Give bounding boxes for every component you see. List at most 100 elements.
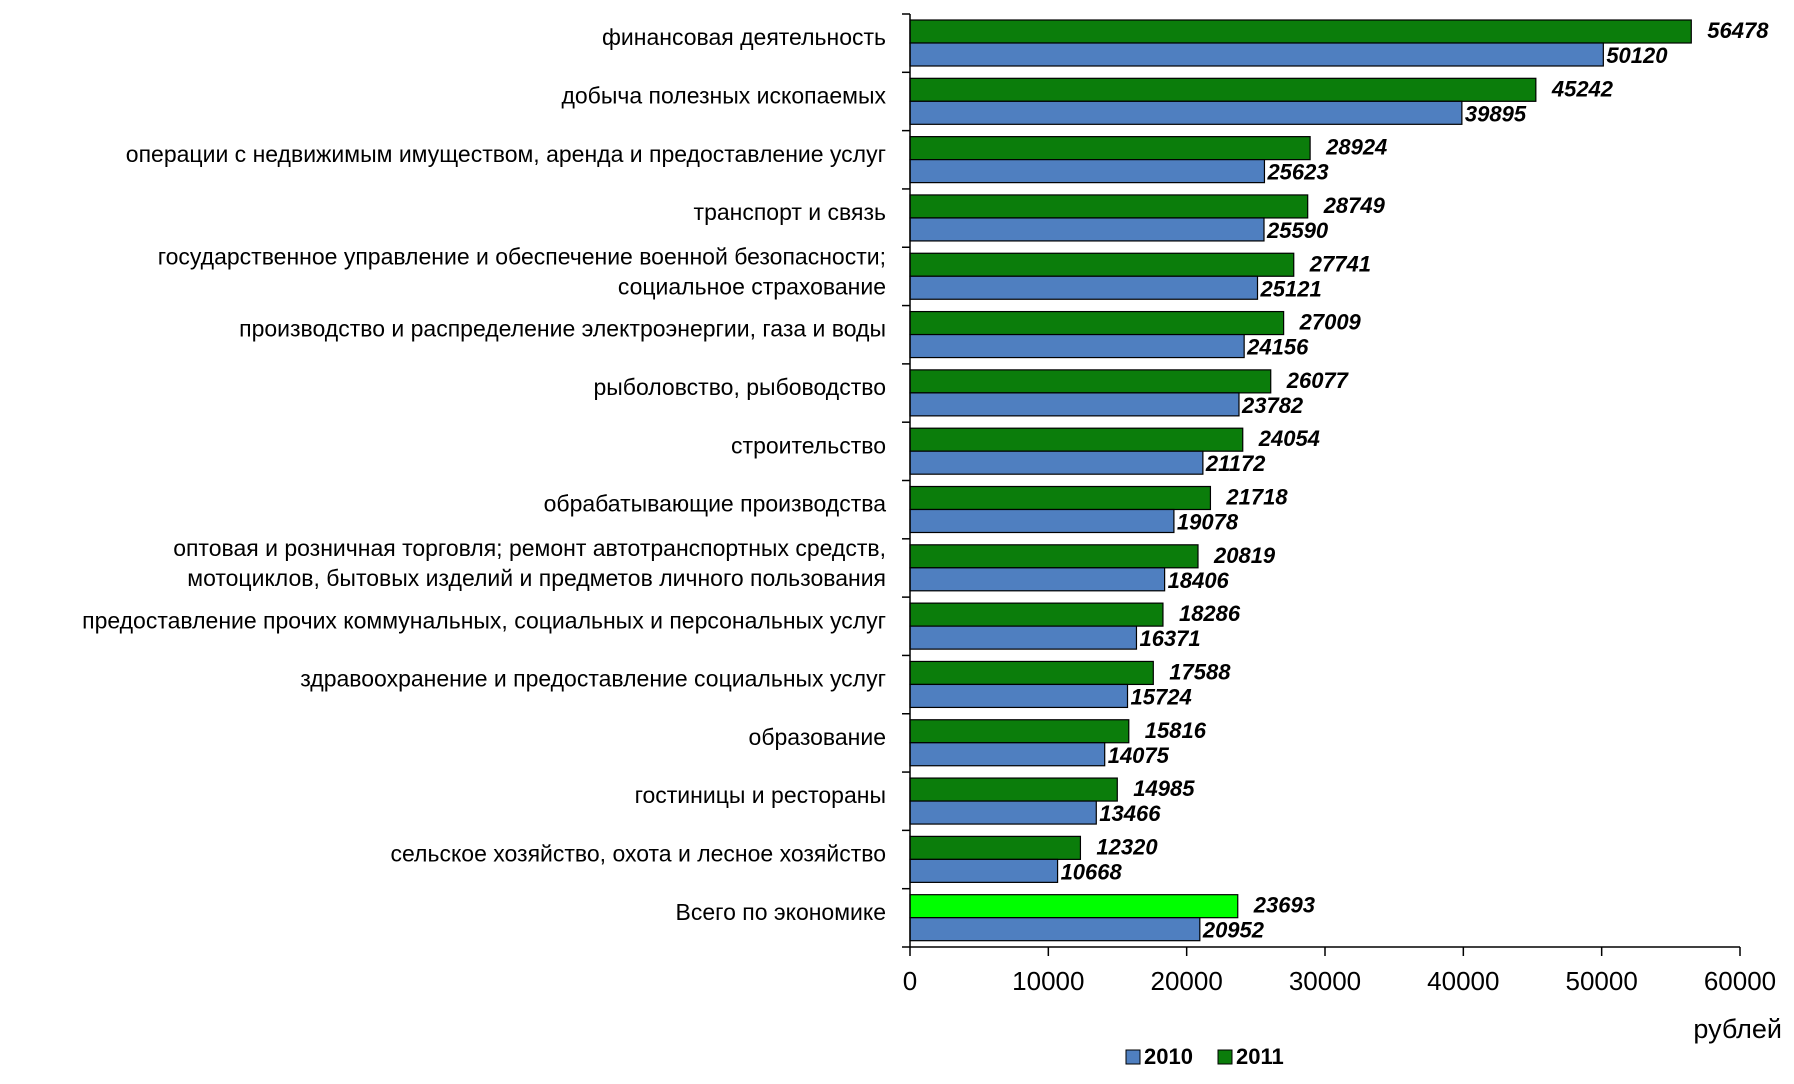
category-label: операции с недвижимым имуществом, аренда…	[126, 141, 886, 167]
value-label-2010: 25590	[1266, 218, 1329, 243]
value-label-2011: 14985	[1133, 776, 1195, 801]
value-label-2010: 23782	[1241, 393, 1304, 418]
category-label: транспорт и связь	[694, 199, 886, 225]
value-label-2010: 24156	[1246, 335, 1309, 360]
x-tick-label: 10000	[1012, 966, 1084, 996]
bar-2011	[909, 602, 1164, 627]
bar-2010	[909, 625, 1138, 650]
value-label-2011: 20819	[1213, 543, 1276, 568]
category-label: добыча полезных ископаемых	[561, 82, 886, 108]
bar-2011	[909, 310, 1285, 336]
legend-swatch-2011	[1217, 1049, 1233, 1065]
category-label: финансовая деятельность	[602, 24, 886, 50]
x-tick-label: 20000	[1151, 966, 1223, 996]
value-label-2010: 14075	[1108, 743, 1170, 768]
value-label-2011: 45242	[1551, 76, 1614, 101]
value-label-2011: 26077	[1286, 368, 1350, 393]
bar-2010	[909, 683, 1129, 709]
bar-2010	[909, 508, 1175, 534]
bar-2010	[909, 159, 1266, 184]
category-label: здравоохранение и предоставление социаль…	[300, 666, 886, 692]
bar-2010	[909, 450, 1204, 475]
category-label: строительство	[731, 432, 886, 458]
bar-2010	[909, 217, 1265, 242]
value-label-2010: 18406	[1168, 568, 1230, 593]
category-label: обрабатывающие производства	[544, 491, 887, 517]
category-label: сельское хозяйство, охота и лесное хозяй…	[391, 841, 886, 867]
bar-2011	[909, 427, 1244, 452]
bar-2010	[909, 100, 1463, 125]
bar-2010	[909, 275, 1259, 300]
bar-2010	[909, 742, 1106, 767]
value-label-2011: 12320	[1096, 834, 1158, 859]
category-label: предоставление прочих коммунальных, соци…	[82, 607, 886, 633]
value-label-2010: 39895	[1465, 101, 1527, 126]
bar-2011	[909, 777, 1118, 802]
value-label-2011: 56478	[1707, 18, 1769, 43]
category-label: рыболовство, рыбоводство	[593, 374, 886, 400]
category-label-line: социальное страхование	[618, 273, 886, 299]
category-label: образование	[749, 724, 886, 750]
value-label-2011: 27741	[1309, 251, 1371, 276]
value-label-2011: 23693	[1253, 893, 1315, 918]
bar-2010	[909, 333, 1245, 359]
category-labels-group: финансовая деятельность добыча полезных и…	[82, 24, 886, 925]
value-label-2010: 16371	[1139, 626, 1200, 651]
x-tick-label: 30000	[1289, 966, 1361, 996]
value-label-2010: 20952	[1202, 918, 1265, 943]
bar-2011	[909, 660, 1154, 686]
value-label-2011: 24054	[1258, 426, 1320, 451]
bar-2010	[909, 858, 1059, 883]
bar-2011	[909, 136, 1311, 161]
value-label-2010: 25623	[1266, 160, 1328, 185]
category-label: Всего по экономике	[676, 899, 886, 925]
axes-group: 0 10000 20000 30000 40000 50000 60000	[902, 13, 1776, 996]
value-label-2010: 13466	[1099, 801, 1161, 826]
category-label-line: мотоциклов, бытовых изделий и предметов …	[187, 565, 886, 591]
bar-2011	[909, 194, 1309, 219]
bar-2011	[909, 835, 1082, 860]
x-tick-label: 0	[903, 966, 917, 996]
value-label-2011: 17588	[1169, 659, 1231, 684]
value-label-2010: 15724	[1131, 684, 1192, 709]
value-label-2011: 18286	[1179, 601, 1241, 626]
x-axis-unit-label: рублей	[1693, 1014, 1782, 1044]
value-label-2011: 28924	[1325, 135, 1387, 160]
bar-2011	[909, 369, 1272, 394]
legend-label-2010: 2010	[1144, 1044, 1193, 1069]
bar-2011	[909, 19, 1692, 44]
bars-group	[909, 19, 1692, 942]
bar-2010	[909, 917, 1201, 942]
bar-2010	[909, 392, 1240, 417]
bar-2010	[909, 42, 1604, 67]
value-label-2011: 21718	[1225, 485, 1288, 510]
bar-2010	[909, 800, 1097, 825]
category-label-line: государственное управление и обеспечение…	[158, 243, 886, 269]
category-label-line: оптовая и розничная торговля; ремонт авт…	[173, 535, 886, 561]
bar-2011	[909, 544, 1199, 569]
value-label-2011: 27009	[1299, 310, 1362, 335]
x-tick-label: 40000	[1427, 966, 1499, 996]
legend-swatch-2010	[1125, 1049, 1141, 1065]
bar-2011	[909, 894, 1239, 919]
value-label-2010: 10668	[1061, 859, 1123, 884]
value-label-2010: 21172	[1205, 451, 1266, 476]
value-label-2010: 25121	[1260, 276, 1322, 301]
bar-2010	[909, 567, 1166, 592]
bar-2011	[909, 485, 1212, 511]
category-label: гостиницы и рестораны	[635, 782, 886, 808]
category-label: производство и распределение электроэнер…	[239, 316, 886, 342]
x-tick-label: 60000	[1704, 966, 1776, 996]
bar-2011	[909, 719, 1130, 744]
value-label-2011: 15816	[1145, 718, 1207, 743]
legend: 2010 2011	[1125, 1044, 1284, 1069]
value-label-2010: 19078	[1177, 510, 1239, 535]
value-label-2011: 28749	[1323, 193, 1386, 218]
value-label-2010: 50120	[1606, 43, 1668, 68]
bar-2011	[909, 77, 1537, 102]
x-tick-label: 50000	[1566, 966, 1638, 996]
bar-2011	[909, 252, 1295, 277]
legend-label-2011: 2011	[1236, 1044, 1284, 1069]
